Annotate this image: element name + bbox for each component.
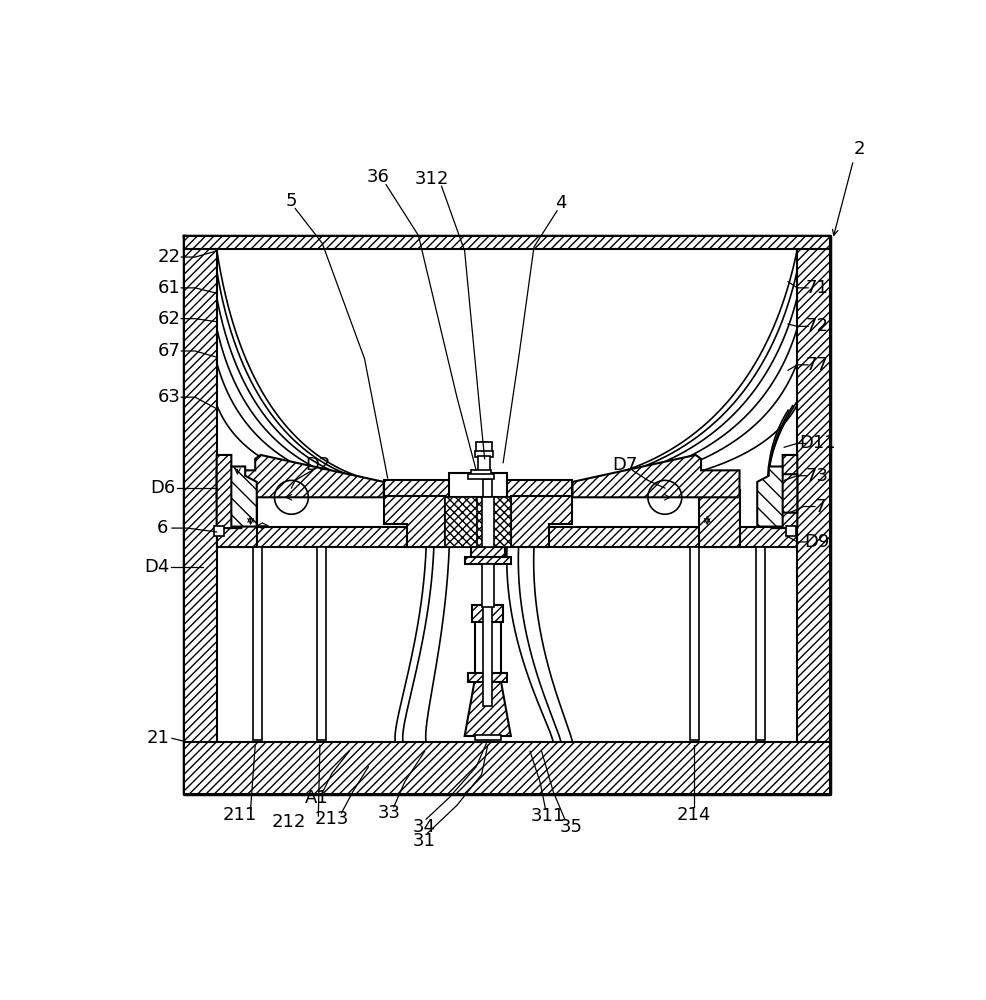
Text: D9: D9 xyxy=(803,533,828,551)
Text: 6: 6 xyxy=(157,519,169,537)
Text: 22: 22 xyxy=(158,248,180,266)
Bar xyxy=(472,605,503,622)
Bar xyxy=(785,526,795,536)
Text: 33: 33 xyxy=(378,804,400,822)
Bar xyxy=(468,673,507,682)
Bar xyxy=(384,480,572,497)
Text: D2: D2 xyxy=(306,456,330,474)
Text: D11: D11 xyxy=(799,434,835,452)
Bar xyxy=(797,235,829,794)
Bar xyxy=(482,479,492,706)
Bar xyxy=(475,442,491,453)
Bar xyxy=(481,564,493,607)
Bar xyxy=(467,474,493,479)
Polygon shape xyxy=(476,497,511,547)
Bar xyxy=(755,547,764,740)
Text: 63: 63 xyxy=(158,388,180,406)
Text: 77: 77 xyxy=(805,356,827,374)
Bar xyxy=(183,742,829,794)
Text: 35: 35 xyxy=(559,818,582,836)
Bar xyxy=(474,620,500,674)
Bar xyxy=(477,456,490,471)
Bar xyxy=(217,249,797,742)
Text: 212: 212 xyxy=(271,813,306,831)
Bar xyxy=(183,235,829,249)
Text: 214: 214 xyxy=(676,806,711,824)
Text: 7: 7 xyxy=(813,498,825,516)
Text: 21: 21 xyxy=(147,729,170,747)
Bar xyxy=(449,473,507,497)
Polygon shape xyxy=(384,496,445,547)
Polygon shape xyxy=(772,455,797,528)
Polygon shape xyxy=(464,681,511,736)
Text: 5: 5 xyxy=(285,192,297,210)
Polygon shape xyxy=(445,497,479,547)
Bar xyxy=(470,470,490,475)
Bar xyxy=(214,526,224,536)
Text: 72: 72 xyxy=(805,317,827,335)
Bar xyxy=(481,497,493,547)
Bar xyxy=(217,490,256,547)
Bar xyxy=(699,490,739,547)
Text: 73: 73 xyxy=(805,467,827,485)
Text: 2: 2 xyxy=(852,140,864,158)
Bar xyxy=(252,547,262,740)
Text: 31: 31 xyxy=(413,832,436,850)
Polygon shape xyxy=(511,496,572,547)
Bar xyxy=(474,735,500,740)
Bar xyxy=(470,547,504,557)
Text: D4: D4 xyxy=(144,558,170,576)
Text: D7: D7 xyxy=(611,456,637,474)
Text: 67: 67 xyxy=(158,342,180,360)
Text: 34: 34 xyxy=(413,818,436,836)
Bar xyxy=(464,557,511,564)
Bar xyxy=(183,235,217,794)
Bar xyxy=(480,442,486,453)
Bar xyxy=(474,451,493,457)
Polygon shape xyxy=(778,474,797,513)
Text: 71: 71 xyxy=(805,279,827,297)
Text: 311: 311 xyxy=(530,807,564,825)
Polygon shape xyxy=(756,466,782,527)
Bar xyxy=(689,547,699,740)
Bar xyxy=(217,527,797,547)
Text: A1: A1 xyxy=(305,789,328,807)
Text: 4: 4 xyxy=(554,194,566,212)
Text: 213: 213 xyxy=(315,810,349,828)
Bar xyxy=(317,547,325,740)
Text: D6: D6 xyxy=(150,479,176,497)
Polygon shape xyxy=(231,466,256,527)
Text: 312: 312 xyxy=(415,170,449,188)
Text: 61: 61 xyxy=(158,279,180,297)
Text: 211: 211 xyxy=(223,806,256,824)
Polygon shape xyxy=(217,455,384,497)
Text: 62: 62 xyxy=(158,310,180,328)
Polygon shape xyxy=(572,455,739,497)
Polygon shape xyxy=(217,455,242,528)
Text: 36: 36 xyxy=(367,168,389,186)
